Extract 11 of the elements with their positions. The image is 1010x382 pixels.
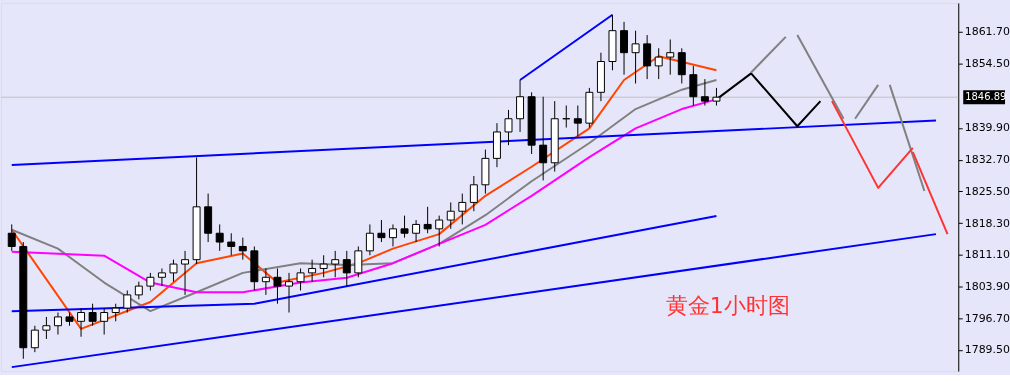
y-tick-label: 1861.70 [964,25,1010,39]
y-tick-label: 1811.10 [964,248,1010,262]
y-tick-label: 1796.70 [964,311,1010,325]
y-tick-label: 1818.30 [964,216,1010,230]
y-tick-label: 1854.50 [964,57,1010,71]
y-tick-label: 1789.50 [964,343,1010,357]
y-tick-label: 1803.90 [964,280,1010,294]
y-tick-label: 1832.70 [964,153,1010,167]
y-tick-label: 1839.90 [964,121,1010,135]
annotation: 黄金1小时图 [665,293,790,319]
y-tick-label: 1825.50 [964,184,1010,198]
